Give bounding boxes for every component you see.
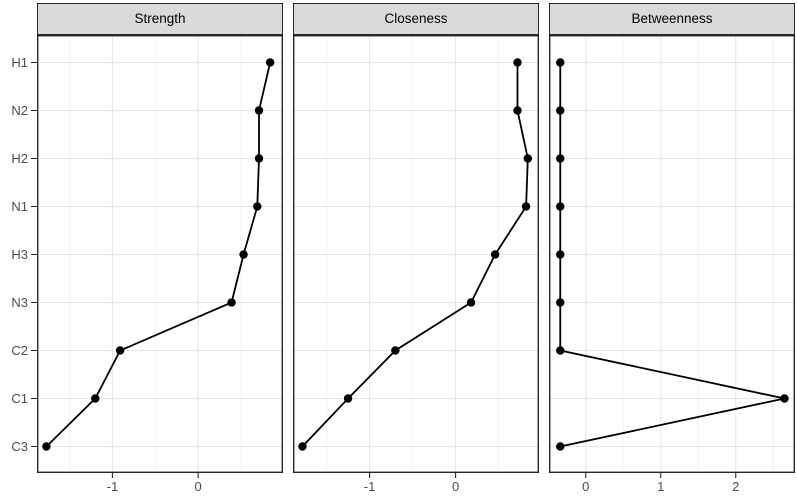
y-axis-tick	[31, 157, 37, 160]
data-point	[513, 106, 522, 115]
y-axis-label: N2	[11, 102, 28, 118]
y-axis-label: C1	[11, 390, 28, 406]
x-axis-tick-label: 0	[582, 479, 589, 494]
y-axis-label: N1	[11, 198, 28, 214]
y-axis-label: C2	[11, 342, 28, 358]
data-point	[521, 202, 531, 211]
data-point	[556, 298, 565, 307]
data-point	[513, 58, 522, 67]
x-axis-tick-label: 1	[657, 479, 664, 494]
y-axis-label: N3	[11, 294, 28, 310]
data-point	[239, 250, 248, 259]
x-axis-tick-label: 0	[452, 479, 459, 494]
panel-border	[548, 34, 796, 474]
x-axis-tick-label: 2	[732, 479, 739, 494]
facet-closeness: Closeness -1 0	[292, 3, 540, 503]
y-axis-tick	[31, 205, 37, 208]
facet-strip: Strength	[37, 3, 283, 35]
y-axis-label: H3	[11, 246, 28, 262]
data-point	[298, 442, 307, 451]
data-point	[490, 250, 500, 259]
data-point	[556, 202, 565, 211]
data-point	[254, 154, 264, 163]
x-axis-tick-label: -1	[107, 479, 119, 494]
panel-border	[36, 34, 284, 474]
y-axis-tick	[31, 397, 37, 400]
y-axis-label: C3	[11, 438, 28, 454]
data-point	[523, 154, 533, 163]
y-axis-tick	[31, 109, 37, 112]
data-point	[556, 346, 565, 355]
data-point	[466, 298, 476, 307]
data-point	[556, 250, 565, 259]
facet-strength: Strength -1 0	[36, 3, 284, 503]
data-point	[780, 394, 789, 403]
data-point	[556, 154, 565, 163]
y-axis-tick	[31, 301, 37, 304]
x-axis-tick-label: 0	[195, 479, 202, 494]
facet-strip: Closeness	[293, 3, 539, 35]
y-axis-label: H2	[11, 150, 28, 166]
data-point	[391, 346, 400, 355]
y-axis: H1 N2 H2 N1 H3 N3 C2 C1 C3	[0, 0, 37, 503]
y-axis-tick	[31, 61, 37, 64]
data-point	[253, 202, 262, 211]
y-axis-label: H1	[11, 54, 28, 70]
facet-panel-closeness: -1 0	[292, 34, 540, 494]
y-axis-tick	[31, 445, 37, 448]
facet-panel-strength: -1 0	[36, 34, 284, 494]
data-point	[227, 298, 236, 307]
y-axis-tick	[31, 253, 37, 256]
data-point	[254, 106, 264, 115]
data-point	[115, 346, 125, 355]
data-point	[556, 106, 565, 115]
data-point	[42, 442, 51, 451]
facet-strip-label: Betweenness	[631, 11, 713, 26]
data-point	[556, 58, 565, 67]
facet-panel-betweenness: 0 1 2	[548, 34, 796, 494]
y-axis-tick	[31, 349, 37, 352]
data-point	[91, 394, 100, 403]
facet-strip-label: Strength	[134, 11, 186, 26]
panel-border	[292, 34, 540, 474]
data-point	[556, 442, 565, 451]
facet-strip-label: Closeness	[384, 11, 448, 26]
facet-betweenness: Betweenness 0 1 2	[548, 3, 796, 503]
facet-strip: Betweenness	[549, 3, 795, 35]
data-point	[265, 58, 275, 67]
x-axis-tick-label: -1	[364, 479, 376, 494]
data-point	[343, 394, 353, 403]
